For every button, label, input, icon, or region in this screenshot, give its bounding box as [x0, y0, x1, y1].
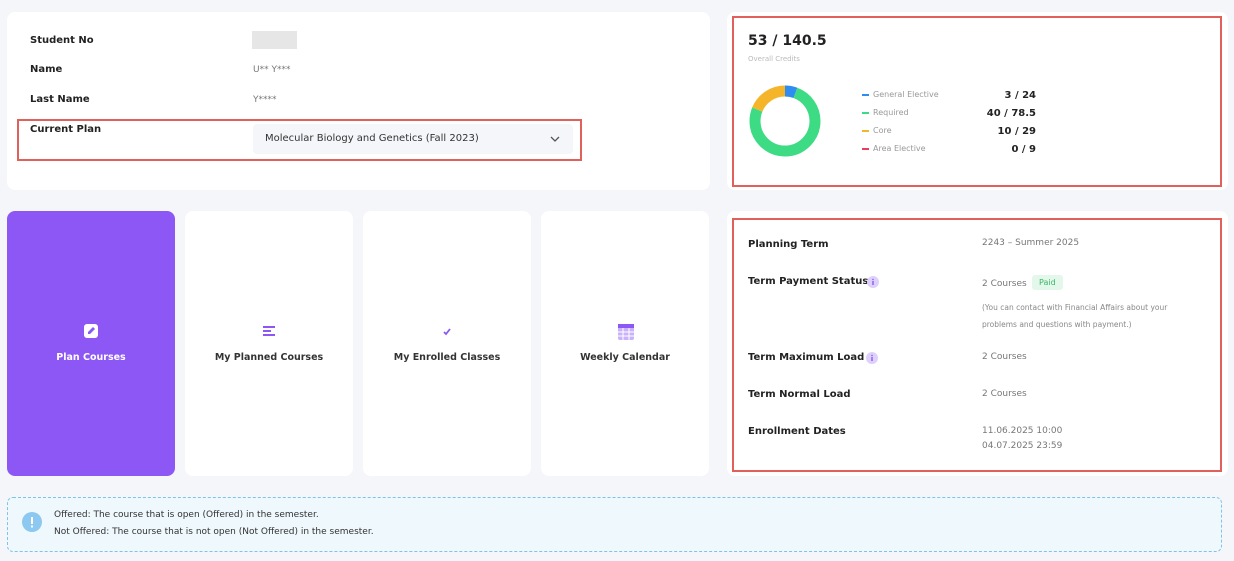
legend-value: 3 / 24 [1004, 90, 1037, 101]
row-value: Y**** [253, 95, 277, 105]
list-icon [263, 326, 275, 336]
alert-icon [22, 512, 42, 532]
info-icon[interactable] [867, 276, 879, 288]
legend-value: 0 / 9 [1011, 144, 1036, 155]
row-value: U** Y*** [253, 65, 291, 75]
term-label: Term Maximum Load [748, 352, 865, 363]
donut-segment [749, 85, 821, 157]
legend-swatch [862, 130, 869, 132]
term-label: Planning Term [748, 239, 829, 250]
term-value: 2 Courses [982, 389, 1027, 399]
term-label: Term Payment Status [748, 276, 869, 287]
legend-label: Core [873, 126, 892, 135]
term-card [727, 211, 1228, 476]
legend-label: Required [873, 108, 909, 117]
tile-planned[interactable]: My Planned Courses [185, 211, 353, 476]
legend-swatch [862, 94, 869, 96]
legend-swatch [862, 148, 869, 150]
term-value: 2243 – Summer 2025 [982, 238, 1080, 248]
student-card: Student No Name U** Y*** Last Name Y****… [7, 12, 710, 190]
term-value: 2 Courses [982, 352, 1027, 362]
legend-value: 40 / 78.5 [986, 108, 1036, 119]
row-label: Student No [30, 35, 94, 46]
legend-label: Area Elective [873, 144, 926, 153]
term-label: Term Normal Load [748, 389, 851, 400]
note-line: Not Offered: The course that is not open… [54, 527, 374, 537]
notes-box: Offered: The course that is open (Offere… [7, 497, 1222, 552]
chevron-icon [550, 136, 560, 142]
tile-enrolled[interactable]: My Enrolled Classes [363, 211, 531, 476]
info-icon[interactable] [866, 352, 878, 364]
plan-dropdown[interactable]: Molecular Biology and Genetics (Fall 202… [253, 124, 573, 154]
highlight-box [732, 16, 1222, 187]
donut-segment [749, 85, 821, 157]
overall-credits: 53 / 140.5 [748, 33, 827, 49]
credits-donut [749, 85, 821, 157]
tile-label: Plan Courses [56, 352, 126, 363]
tile-label: My Planned Courses [214, 352, 324, 363]
legend-label: General Elective [873, 90, 939, 99]
tile-label: Weekly Calendar [580, 352, 670, 363]
date-value: 11.06.2025 10:00 [982, 426, 1063, 436]
redacted-value [252, 31, 297, 49]
payment-note: (You can contact with Financial Affairs … [982, 303, 1168, 329]
term-label: Enrollment Dates [748, 426, 846, 437]
dropdown-value: Molecular Biology and Genetics (Fall 202… [265, 133, 479, 144]
tile-calendar[interactable]: Weekly Calendar [541, 211, 709, 476]
tile-label: My Enrolled Classes [393, 352, 501, 363]
paid-badge: Paid [1032, 275, 1063, 290]
highlight-box [732, 218, 1222, 472]
row-label: Current Plan [30, 124, 102, 135]
term-value: 2 Courses [982, 279, 1027, 289]
edit-icon [84, 324, 98, 338]
row-label: Name [30, 64, 63, 75]
row-label: Last Name [30, 94, 90, 105]
overall-caption: Overall Credits [748, 55, 800, 63]
note-line: Offered: The course that is open (Offere… [54, 510, 319, 520]
legend-value: 10 / 29 [997, 126, 1036, 137]
date-value: 04.07.2025 23:59 [982, 441, 1063, 451]
legend-swatch [862, 112, 869, 114]
tile-plan-courses[interactable]: Plan Courses [7, 211, 175, 476]
calendar-icon [618, 324, 634, 340]
check-icon [443, 328, 451, 336]
highlight-box [17, 119, 582, 161]
